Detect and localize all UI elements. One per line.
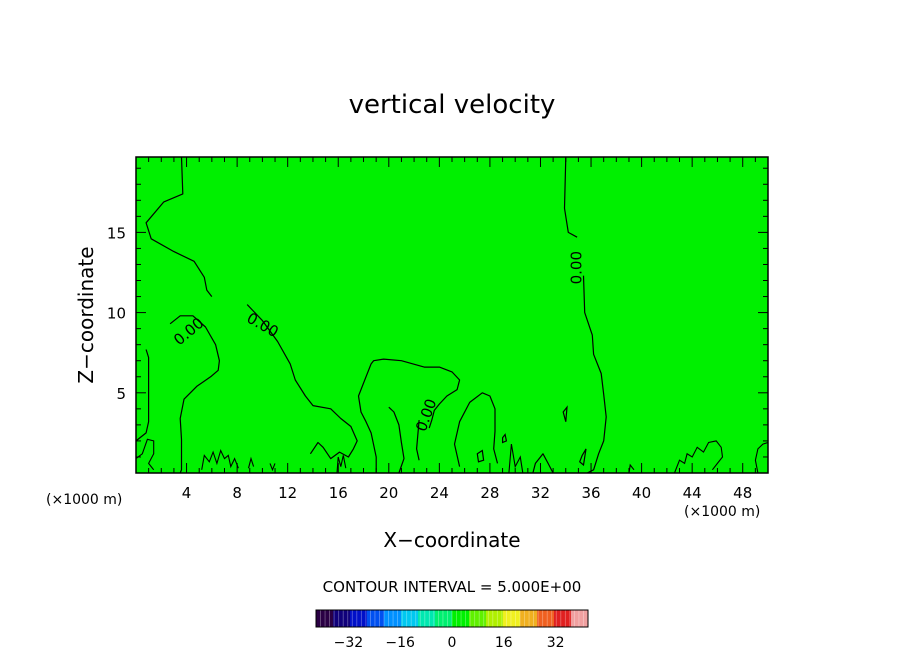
- y-tick-label: 15: [107, 224, 126, 242]
- contour-loop: [562, 405, 568, 422]
- y-axis-title: Z−coordinate: [74, 246, 98, 383]
- x-axis-tick-labels: 4 8 12 16 20 24 28 32 36 40 44 48: [182, 484, 752, 502]
- contour-loop: [502, 433, 508, 444]
- contour-interval-text: CONTOUR INTERVAL = 5.000E+00: [323, 578, 582, 596]
- surface-contour: [673, 440, 724, 474]
- x-tick-label: 40: [632, 484, 651, 502]
- contour-loop: [578, 448, 587, 467]
- contour-line: [532, 453, 554, 474]
- surface-contour: [201, 448, 239, 470]
- colorbar-swatch: [435, 610, 453, 627]
- x-tick-label: 8: [232, 484, 242, 502]
- colorbar-tick-labels: −32 −16 0 16 32: [334, 635, 565, 651]
- colorbar-tick-label: 0: [448, 635, 457, 651]
- chart-title: vertical velocity: [349, 90, 556, 120]
- contour-line: [388, 406, 405, 474]
- contour-line: [416, 420, 420, 461]
- x-unit-left: (×1000 m): [46, 492, 122, 508]
- contour-line: [582, 275, 607, 474]
- contour-line: [145, 156, 213, 297]
- x-tick-label: 36: [581, 484, 600, 502]
- colorbar-tick-label: −32: [334, 635, 364, 651]
- colorbar-tick-label: 16: [495, 635, 513, 651]
- colorbar-swatch: [452, 610, 470, 627]
- axis-ticks: [136, 157, 768, 473]
- colorbar-swatch: [350, 610, 368, 627]
- colorbar-swatch: [571, 610, 589, 627]
- colorbar-swatch: [469, 610, 487, 627]
- plot-area: [136, 157, 768, 473]
- x-tick-label: 28: [480, 484, 499, 502]
- contour-line: [563, 156, 578, 238]
- colorbar-swatch: [554, 610, 572, 627]
- colorbar-swatch: [401, 610, 419, 627]
- x-tick-label: 20: [379, 484, 398, 502]
- x-tick-label: 24: [430, 484, 449, 502]
- colorbar-tick-label: −16: [385, 635, 415, 651]
- surface-contour: [508, 444, 524, 474]
- colorbar-swatch: [537, 610, 555, 627]
- colorbar-swatch: [316, 610, 334, 627]
- contour-line: [357, 358, 461, 473]
- surface-contour: [754, 441, 769, 474]
- colorbar: [315, 609, 589, 628]
- contour-lines: [135, 156, 769, 474]
- colorbar-swatch: [418, 610, 436, 627]
- x-tick-label: 12: [278, 484, 297, 502]
- x-tick-label: 32: [531, 484, 550, 502]
- contour-label: 0.00: [568, 251, 586, 284]
- contour-line: [135, 349, 150, 442]
- colorbar-swatch: [520, 610, 538, 627]
- colorbar-frame: [315, 609, 589, 628]
- colorbar-swatch: [384, 610, 402, 627]
- colorbar-swatch: [486, 610, 504, 627]
- contour-loop: [476, 449, 485, 463]
- colorbar-swatch: [503, 610, 521, 627]
- x-tick-label: 48: [733, 484, 752, 502]
- x-tick-label: 16: [329, 484, 348, 502]
- colorbar-swatch: [333, 610, 351, 627]
- x-unit-right: (×1000 m): [684, 504, 760, 520]
- y-tick-label: 10: [107, 305, 126, 323]
- x-tick-label: 44: [683, 484, 702, 502]
- surface-contour: [269, 463, 276, 472]
- contour-line: [246, 304, 358, 460]
- surface-contour: [135, 438, 155, 471]
- surface-contour: [336, 455, 347, 474]
- x-axis-title: X−coordinate: [383, 528, 520, 552]
- colorbar-swatch: [367, 610, 385, 627]
- y-axis-tick-labels: 5 10 15: [107, 224, 126, 402]
- y-tick-label: 5: [116, 385, 126, 403]
- colorbar-tick-label: 32: [547, 635, 565, 651]
- contour-line: [169, 315, 220, 474]
- surface-contour: [247, 456, 255, 469]
- x-tick-label: 4: [182, 484, 192, 502]
- contour-line: [453, 392, 499, 467]
